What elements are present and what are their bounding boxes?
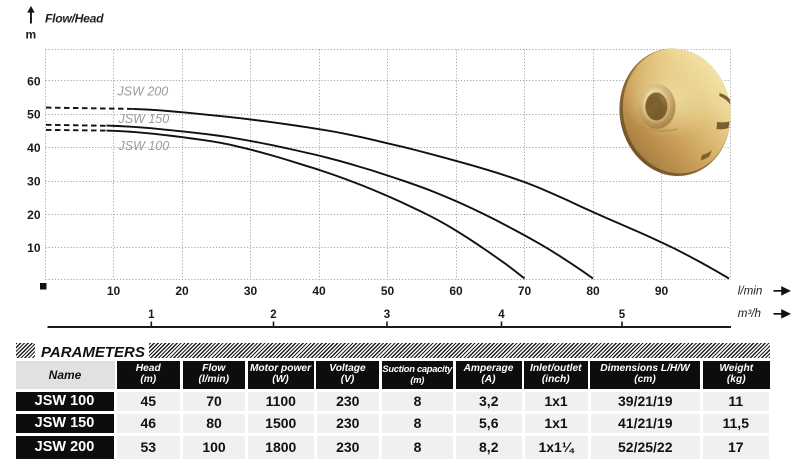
svg-text:Flow/Head: Flow/Head — [45, 12, 104, 26]
svg-text:1: 1 — [148, 309, 155, 321]
svg-text:4: 4 — [498, 309, 505, 321]
svg-text:l/min: l/min — [738, 284, 762, 297]
svg-text:2: 2 — [270, 309, 276, 321]
svg-text:JSW 150: JSW 150 — [118, 112, 170, 126]
svg-text:3: 3 — [384, 309, 390, 321]
svg-text:60: 60 — [449, 284, 463, 298]
svg-text:40: 40 — [312, 284, 326, 298]
svg-text:90: 90 — [655, 284, 669, 298]
svg-text:20: 20 — [175, 284, 189, 298]
svg-text:30: 30 — [244, 284, 258, 298]
svg-text:JSW 200: JSW 200 — [117, 85, 169, 99]
svg-text:20: 20 — [27, 208, 41, 222]
svg-text:40: 40 — [27, 141, 41, 155]
svg-text:80: 80 — [586, 284, 600, 298]
svg-text:JSW 100: JSW 100 — [118, 139, 170, 153]
svg-text:m³/h: m³/h — [738, 307, 761, 320]
svg-text:60: 60 — [27, 74, 41, 88]
svg-text:5: 5 — [619, 309, 626, 321]
svg-text:50: 50 — [27, 108, 41, 122]
svg-text:50: 50 — [381, 284, 395, 298]
svg-text:70: 70 — [518, 284, 532, 298]
svg-text:10: 10 — [107, 284, 121, 298]
svg-text:m: m — [26, 28, 37, 42]
svg-text:10: 10 — [27, 241, 41, 255]
svg-text:30: 30 — [27, 174, 41, 188]
